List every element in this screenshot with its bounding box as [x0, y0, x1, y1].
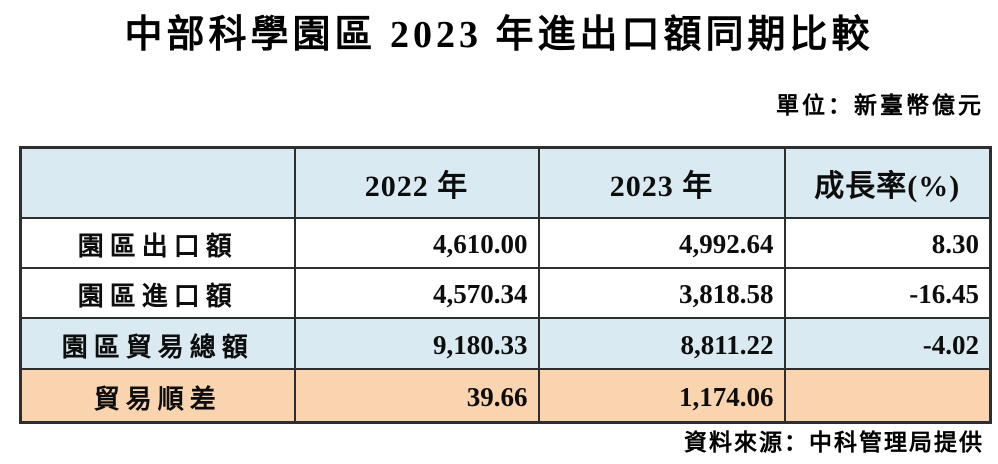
import-growth-value: -16.45 [783, 266, 992, 319]
total-growth-value: -4.02 [783, 316, 992, 370]
import-2023-value: 3,818.58 [537, 266, 786, 319]
header-cell-2022: 2022 年 [293, 146, 540, 219]
unit-note: 單位：新臺幣億元 [776, 93, 984, 118]
row-label-export: 園區出口額 [19, 216, 296, 269]
export-growth-value: 8.30 [783, 216, 992, 269]
import-2022-value: 4,570.34 [293, 266, 540, 319]
export-2022-value: 4,610.00 [293, 216, 540, 269]
table-row-import: 園區進口額 4,570.34 3,818.58 -16.45 [19, 266, 992, 319]
source-note: 資料來源：中科管理局提供 [684, 430, 984, 455]
table-row-total-trade: 園區貿易總額 9,180.33 8,811.22 -4.02 [19, 316, 992, 370]
header-cell-blank [19, 146, 296, 219]
row-label-total-trade: 園區貿易總額 [19, 316, 296, 370]
header-cell-2023: 2023 年 [537, 146, 786, 219]
page-title: 中部科學園區 2023 年進出口額同期比較 [124, 14, 874, 56]
surplus-2023-value: 1,174.06 [537, 367, 786, 424]
export-2023-value: 4,992.64 [537, 216, 786, 269]
row-label-import: 園區進口額 [19, 266, 296, 319]
table-row-export: 園區出口額 4,610.00 4,992.64 8.30 [19, 216, 992, 269]
header-cell-growth-rate: 成長率(%) [783, 146, 992, 219]
table-row-trade-surplus: 貿易順差 39.66 1,174.06 [19, 367, 992, 424]
surplus-2022-value: 39.66 [293, 367, 540, 424]
table-header-row: 2022 年 2023 年 成長率(%) [19, 146, 992, 219]
row-label-trade-surplus: 貿易順差 [19, 367, 296, 424]
surplus-growth-value [783, 367, 992, 424]
total-2023-value: 8,811.22 [537, 316, 786, 370]
total-2022-value: 9,180.33 [293, 316, 540, 370]
trade-comparison-table: 2022 年 2023 年 成長率(%) 園區出口額 4,610.00 4,99… [19, 146, 992, 424]
